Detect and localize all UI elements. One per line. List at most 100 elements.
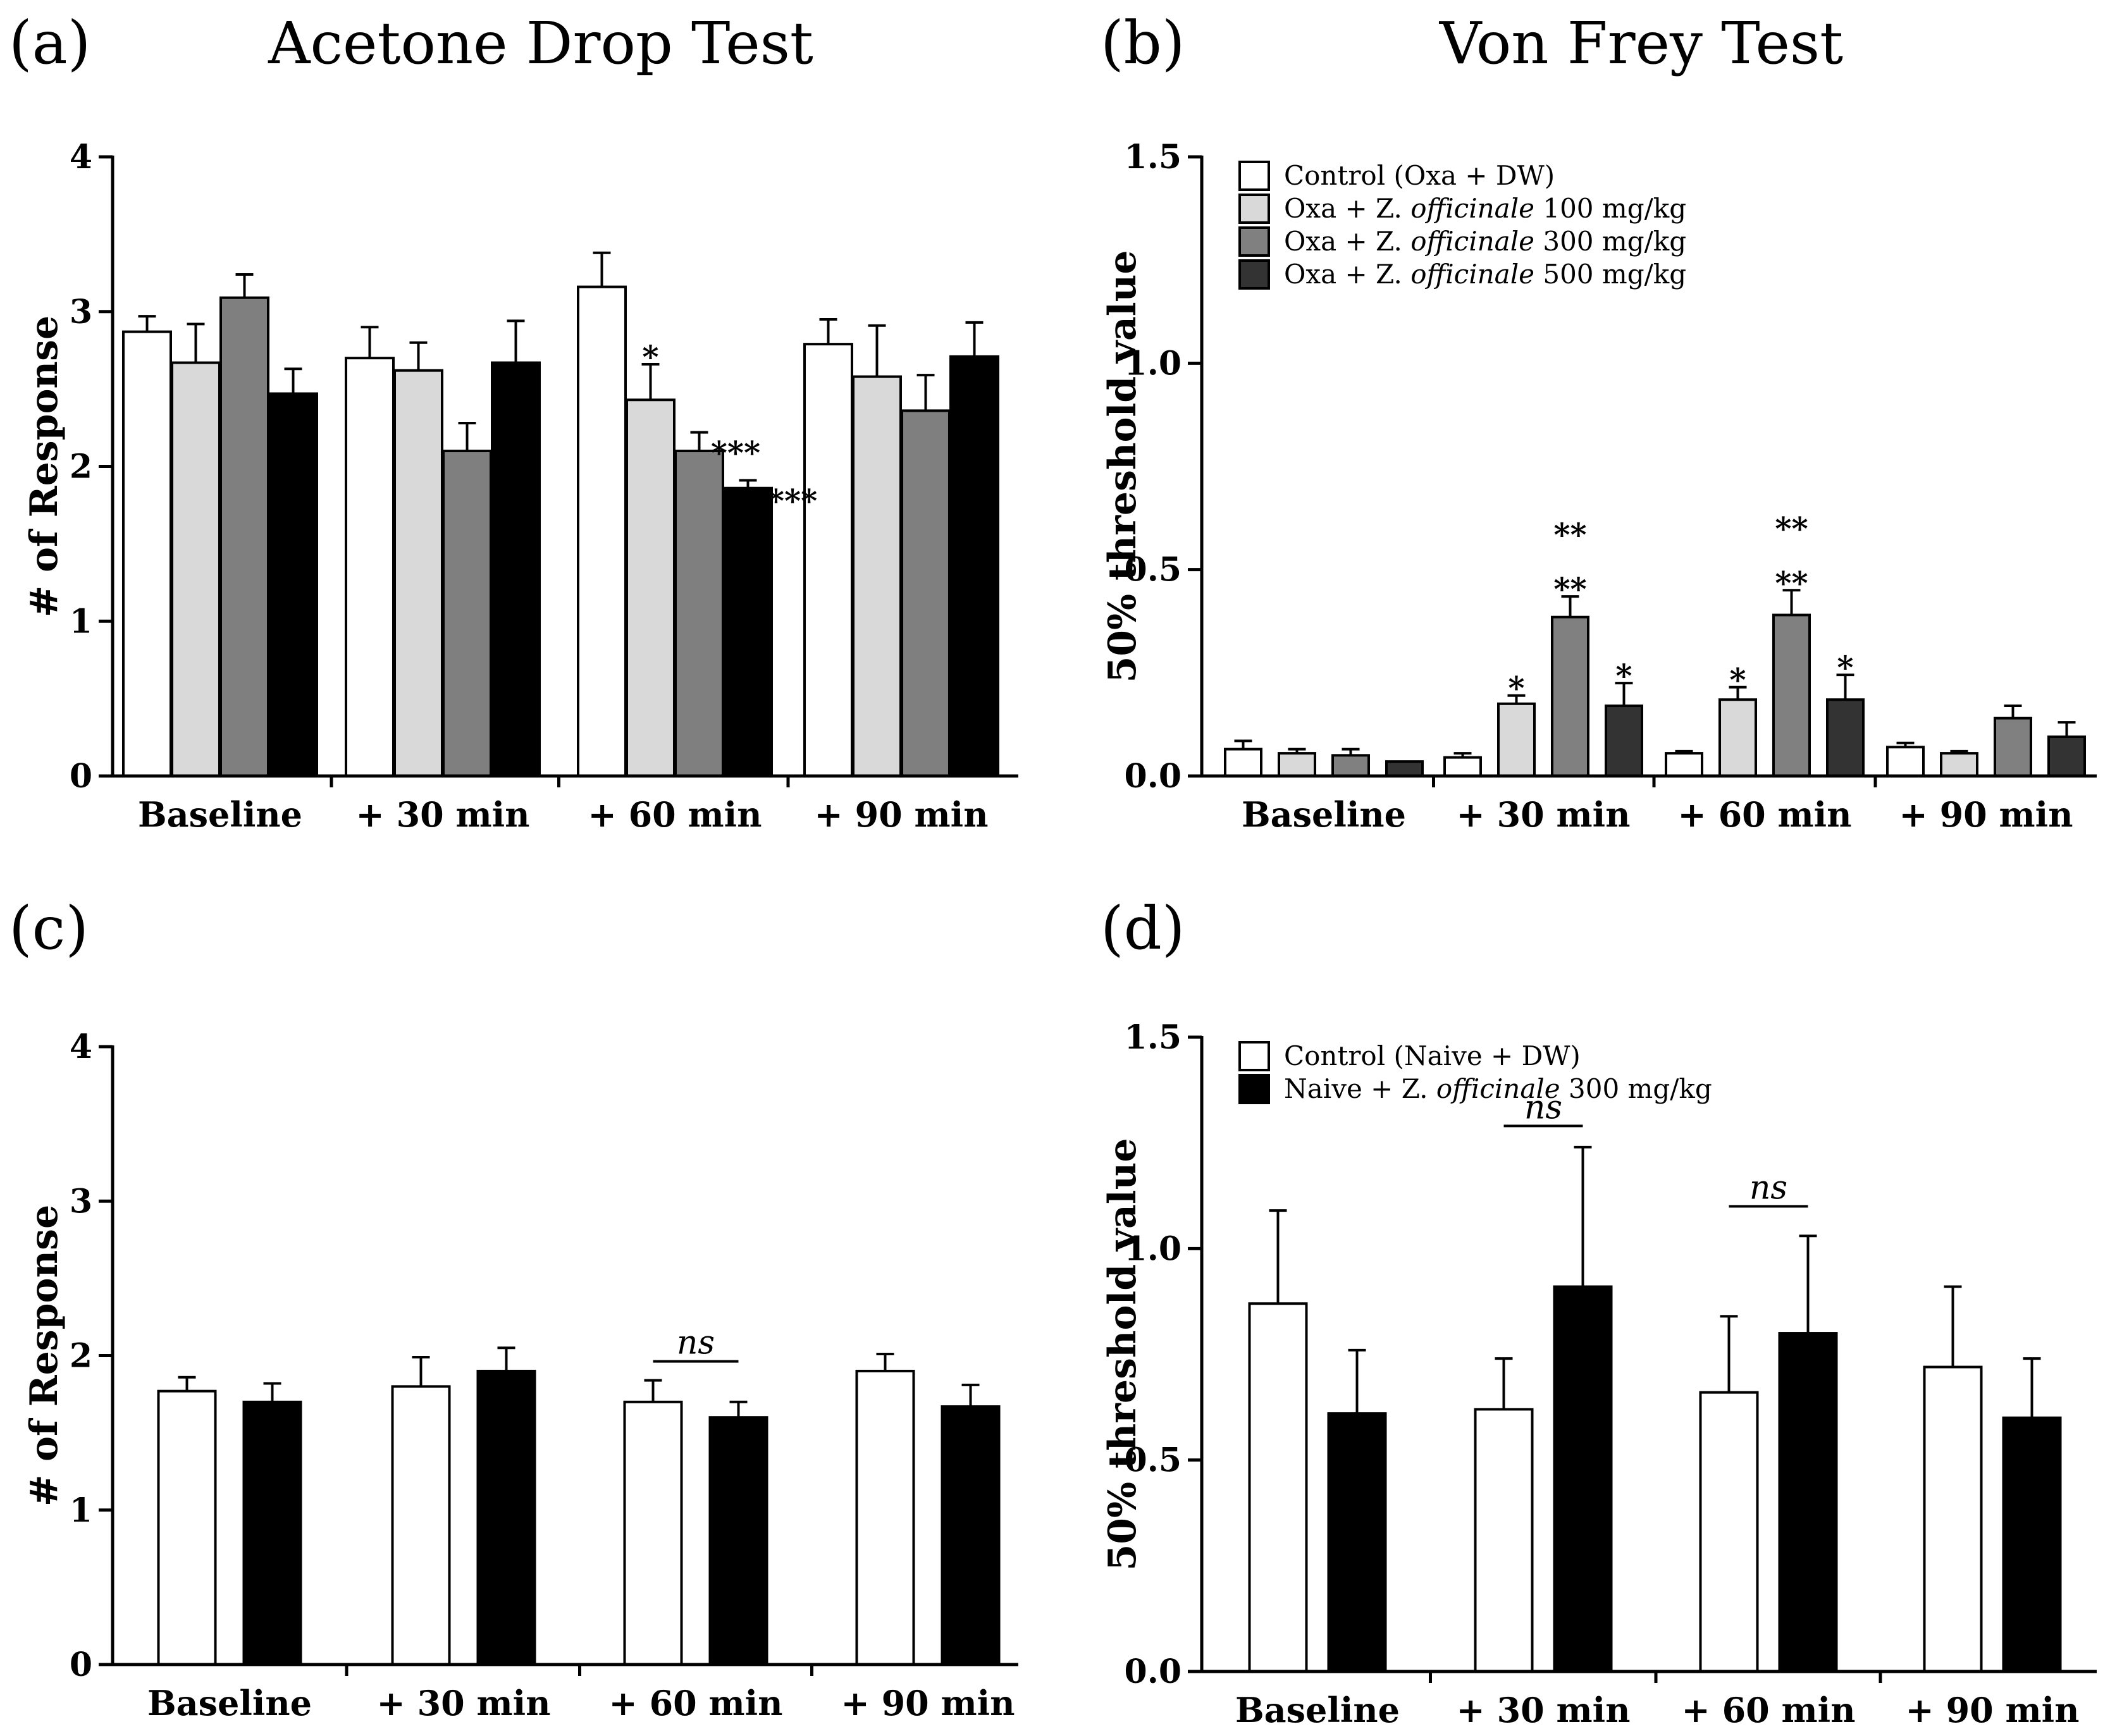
significance-marker-b-4: * — [1729, 662, 1746, 699]
legend-swatch-b-0 — [1238, 161, 1270, 191]
y-tick-label-a-0: 0 — [70, 757, 92, 796]
ns-label-c-0: ns — [677, 1324, 715, 1362]
y-tick-label-b-3: 1.5 — [1125, 138, 1181, 176]
legend-label-d-0: Control (Naive + DW) — [1284, 1040, 1581, 1071]
y-axis-label-b: 50% threshold value — [1101, 250, 1145, 683]
bar-c-s0-c0 — [157, 1389, 217, 1666]
significance-marker-b-1: ** — [1553, 570, 1586, 608]
y-tick-label-c-1: 1 — [70, 1491, 92, 1530]
chart-acetone-drop-naive: 0 1 2 3 4 Baseline + 30 min + 60 min + 90 min # o… — [22, 1028, 1018, 1723]
legend-label-d-1: Naive + Z. officinale 300 mg/kg — [1284, 1073, 1712, 1104]
bar-d-s0-c0 — [1248, 1302, 1308, 1673]
x-category-label-c-0: Baseline — [147, 1683, 312, 1723]
bar-a-s0-c2 — [577, 285, 627, 777]
bar-a-s2-c2 — [674, 450, 724, 777]
y-tick-label-a-2: 2 — [70, 448, 92, 486]
bar-b-s1-c3 — [1940, 752, 1978, 778]
x-category-label-a-0: Baseline — [138, 794, 302, 835]
bar-b-s1-c1 — [1497, 702, 1536, 777]
chart-acetone-drop-oxa: 0 1 2 3 4 Baseline + 30 min + 60 min + 90 min # o… — [22, 138, 1018, 835]
legend-swatch-d-0 — [1238, 1041, 1270, 1071]
bar-b-s3-c2 — [1826, 698, 1865, 778]
panel-a-title: Acetone Drop Test — [268, 9, 813, 77]
bar-a-s1-c1 — [393, 369, 443, 777]
bar-d-s1-c3 — [2002, 1416, 2062, 1673]
bar-a-s2-c1 — [442, 450, 492, 777]
chart-von-frey-oxa: 0.0 0.5 1.0 1.5 Baseline + 30 min + 60 min + 90… — [1101, 138, 2097, 835]
bar-c-s1-c3 — [941, 1405, 1001, 1666]
significance-marker-a-0: * — [642, 338, 658, 376]
bar-b-s0-c3 — [1886, 746, 1925, 778]
bar-d-s1-c1 — [1553, 1285, 1613, 1673]
y-tick-label-d-0: 0.0 — [1125, 1653, 1181, 1691]
bar-c-s1-c0 — [242, 1400, 302, 1666]
bar-a-s3-c3 — [949, 355, 999, 777]
bar-b-s0-c2 — [1665, 752, 1703, 778]
bar-d-s1-c2 — [1778, 1332, 1838, 1673]
bar-d-s0-c2 — [1699, 1391, 1759, 1673]
ns-label-d-1: ns — [1749, 1169, 1787, 1207]
significance-marker-a-2: **** — [751, 483, 818, 520]
legend-label-b-0: Control (Oxa + DW) — [1284, 160, 1555, 191]
x-category-label-b-0: Baseline — [1242, 794, 1406, 835]
bar-a-s2-c3 — [901, 409, 951, 777]
panel-b-label: (b) — [1101, 9, 1185, 78]
bar-a-s2-c0 — [219, 296, 269, 778]
x-category-label-a-2: + 60 min — [588, 794, 762, 835]
y-tick-label-b-0: 0.0 — [1125, 757, 1181, 796]
significance-marker-b-0: * — [1508, 670, 1524, 707]
y-tick-label-c-0: 0 — [70, 1646, 92, 1684]
bar-b-s2-c3 — [1994, 717, 2032, 778]
bar-b-s1-c0 — [1278, 752, 1316, 778]
bar-a-s3-c0 — [268, 392, 318, 777]
x-category-label-c-1: + 30 min — [377, 1683, 551, 1723]
bar-b-s3-c3 — [2047, 735, 2086, 778]
bar-c-s0-c3 — [855, 1369, 915, 1666]
bar-b-s2-c2 — [1772, 613, 1811, 778]
x-category-label-c-2: + 60 min — [609, 1683, 783, 1723]
bar-b-s3-c1 — [1605, 705, 1643, 777]
bar-b-s1-c2 — [1718, 698, 1757, 778]
y-tick-label-b-1: 0.5 — [1125, 551, 1181, 589]
bar-d-s0-c3 — [1923, 1365, 1983, 1673]
legend-swatch-b-2 — [1238, 226, 1270, 257]
bar-a-s1-c0 — [171, 361, 221, 777]
bar-d-s1-c0 — [1327, 1412, 1387, 1673]
bar-b-s2-c1 — [1551, 615, 1589, 777]
y-tick-label-a-4: 4 — [70, 138, 92, 176]
bar-b-s2-c0 — [1331, 754, 1370, 778]
significance-marker-b-3: * — [1615, 657, 1632, 694]
bar-c-s1-c2 — [708, 1416, 768, 1666]
y-tick-label-c-3: 3 — [70, 1182, 92, 1221]
x-category-label-c-3: + 90 min — [841, 1683, 1015, 1723]
chart-von-frey-naive: 0.0 0.5 1.0 1.5 Baseline + 30 min + 60 min + 90… — [1101, 1018, 2097, 1730]
bar-c-s1-c1 — [476, 1369, 536, 1666]
legend-label-b-1: Oxa + Z. officinale 100 mg/kg — [1284, 193, 1686, 224]
y-tick-label-c-4: 4 — [70, 1028, 92, 1066]
bar-c-s0-c1 — [391, 1385, 451, 1666]
bar-d-s0-c1 — [1474, 1408, 1534, 1673]
y-axis-label-d: 50% threshold value — [1101, 1138, 1145, 1571]
significance-marker-b-7: * — [1837, 649, 1853, 686]
bar-a-s1-c3 — [852, 375, 902, 777]
x-category-label-d-3: + 90 min — [1906, 1690, 2080, 1730]
y-axis-label-a: # of Response — [22, 316, 66, 617]
legend-swatch-b-3 — [1238, 259, 1270, 290]
bar-b-s3-c0 — [1385, 760, 1424, 777]
panel-c-label: (c) — [9, 894, 89, 963]
bar-a-s0-c0 — [122, 330, 172, 777]
x-category-label-a-1: + 30 min — [356, 794, 530, 835]
x-category-label-d-2: + 60 min — [1682, 1690, 1856, 1730]
bar-a-s3-c2 — [723, 486, 773, 777]
x-category-label-b-3: + 90 min — [1899, 794, 2073, 835]
significance-marker-b-5: ** — [1775, 564, 1808, 601]
legend-label-b-2: Oxa + Z. officinale 300 mg/kg — [1284, 226, 1686, 257]
x-category-label-d-0: Baseline — [1235, 1690, 1400, 1730]
significance-marker-b-2: ** — [1553, 516, 1586, 553]
x-category-label-b-1: + 30 min — [1457, 794, 1631, 835]
x-category-label-b-2: + 60 min — [1678, 794, 1852, 835]
bar-b-s0-c1 — [1443, 756, 1482, 778]
bar-c-s0-c2 — [623, 1400, 683, 1666]
x-category-label-a-3: + 90 min — [815, 794, 989, 835]
